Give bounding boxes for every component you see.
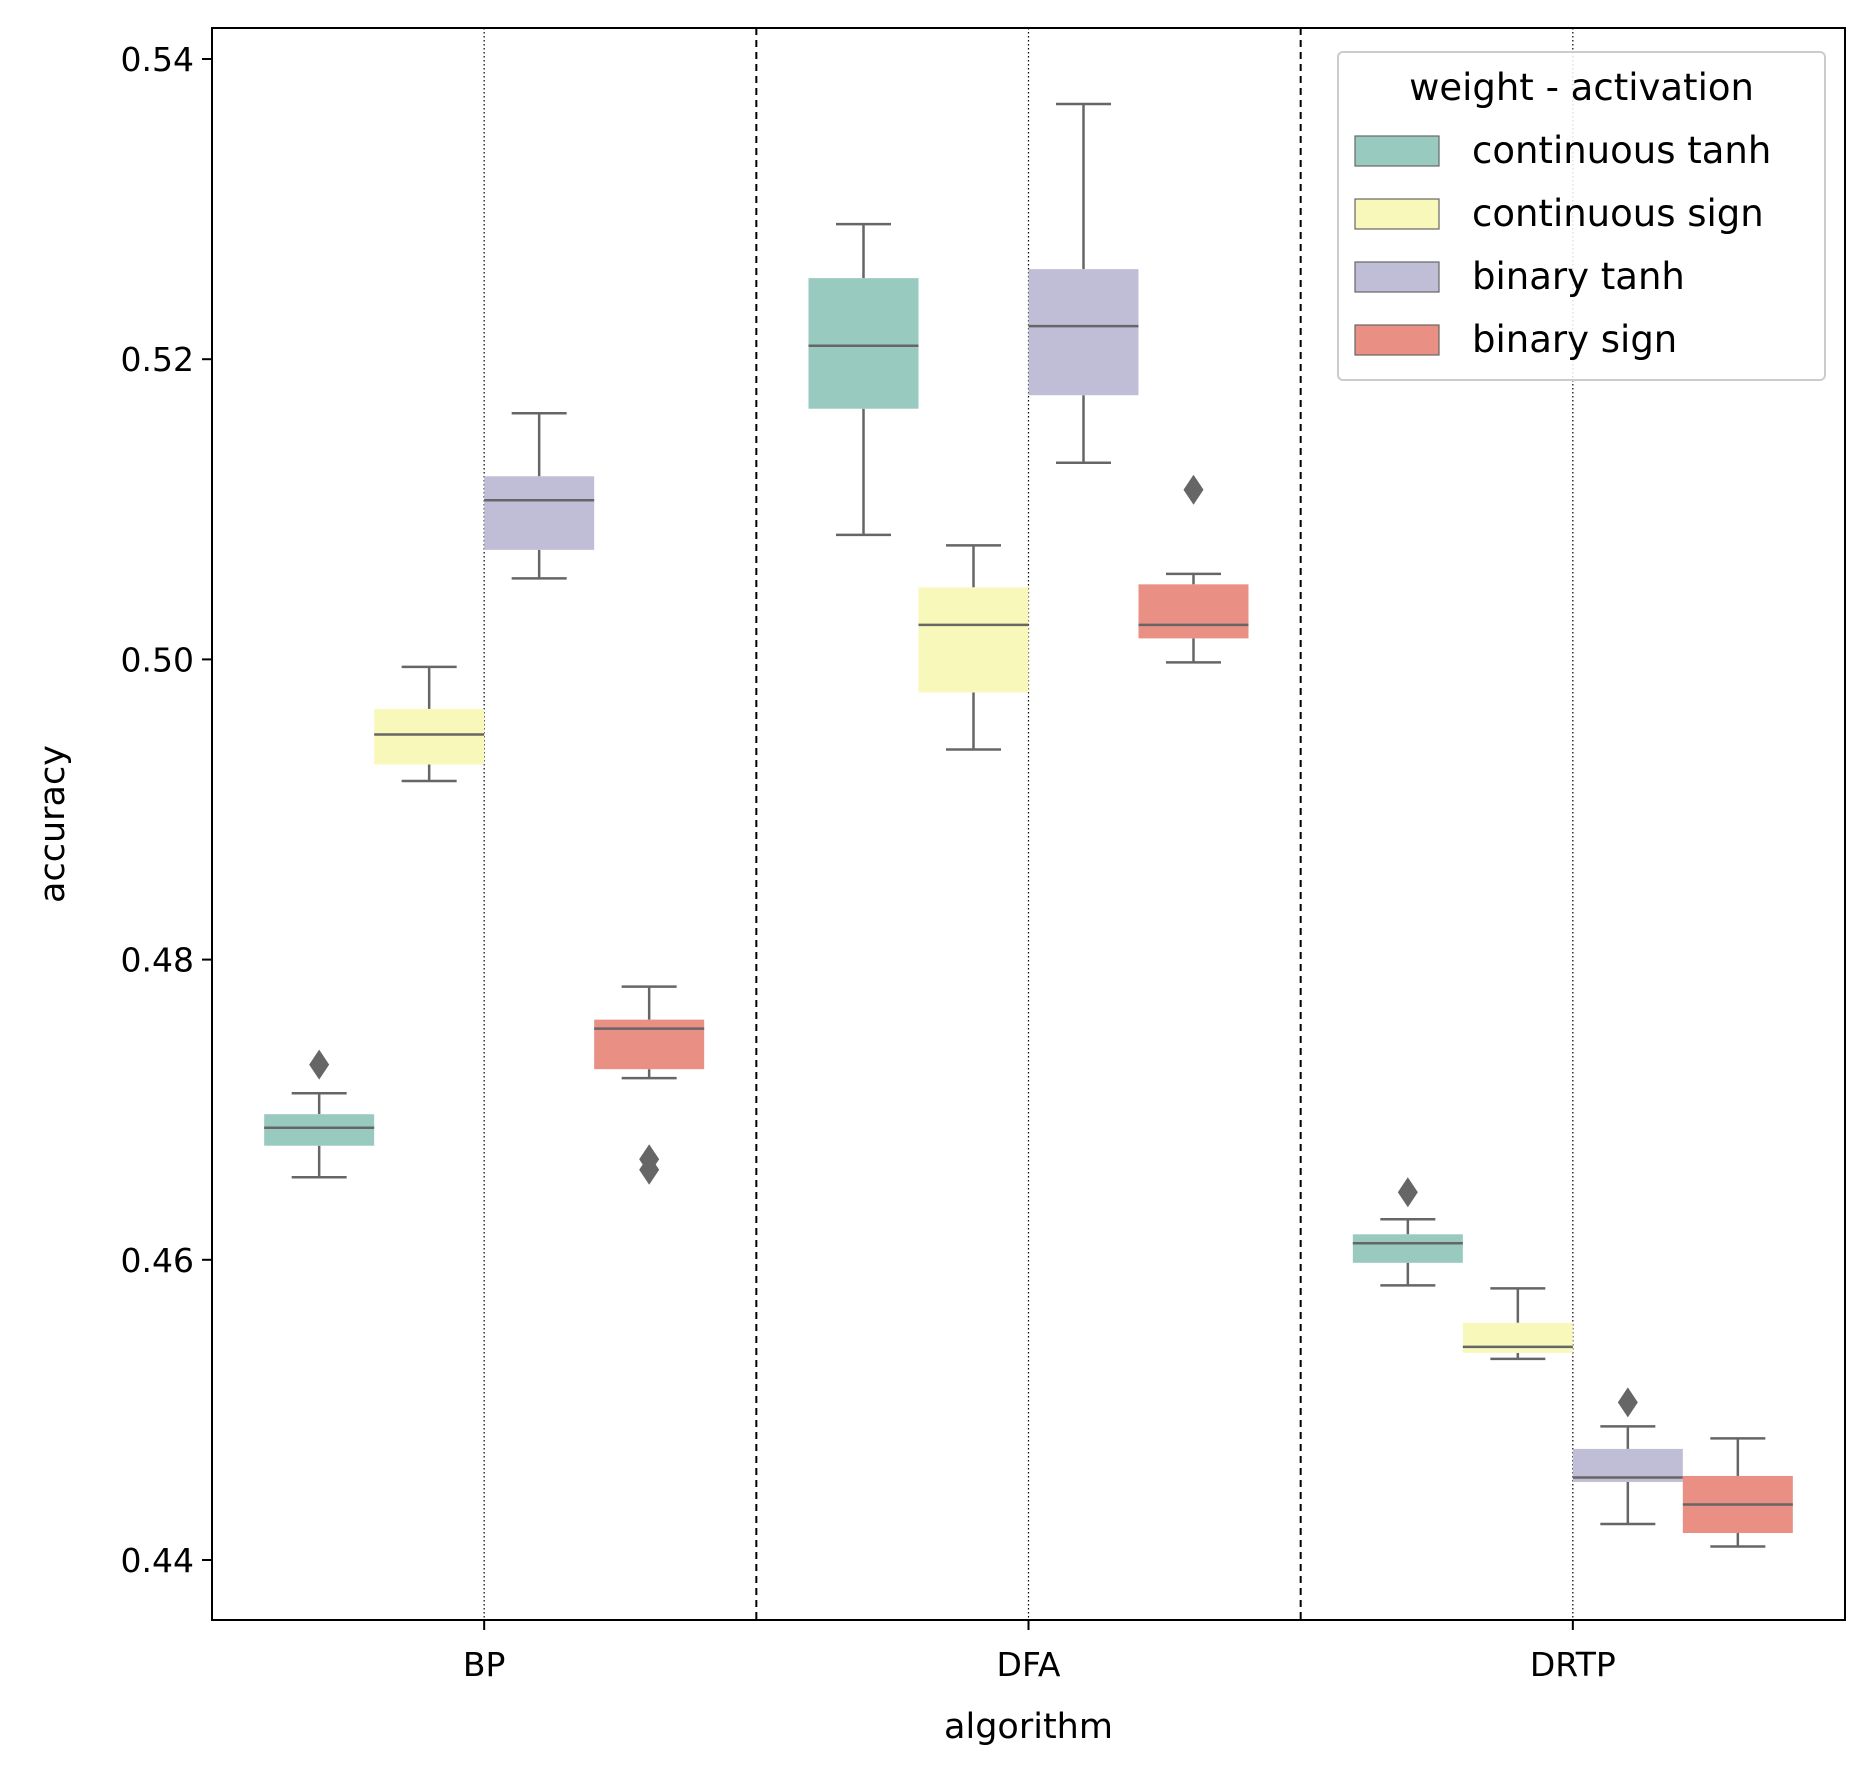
x-tick-label: BP [463,1645,506,1684]
box-drtp-binary-tanh [1572,1387,1683,1526]
y-tick-label: 0.48 [121,941,194,980]
outlier-marker [309,1049,330,1080]
y-tick-label: 0.44 [121,1541,194,1580]
outlier-marker [1397,1177,1418,1208]
y-axis: 0.44 0.46 0.48 0.50 0.52 0.54 [121,40,212,1580]
box-dfa-continuous-tanh [808,222,919,537]
outlier-marker [1183,474,1204,505]
legend-swatch [1354,135,1440,167]
box-bp-binary-sign [594,985,705,1185]
box-dfa-binary-sign [1138,474,1249,664]
y-tick-label: 0.54 [121,40,194,79]
box-body [808,278,919,409]
box-body [1352,1234,1463,1263]
legend-entry-label: binary sign [1472,318,1677,361]
legend-entry-label: binary tanh [1472,255,1685,298]
box-body [594,1019,705,1070]
outlier-marker [639,1154,660,1185]
box-body [484,476,595,550]
legend-title: weight - activation [1409,66,1754,109]
box-dfa-binary-tanh [1028,102,1139,465]
y-tick-label: 0.52 [121,340,194,379]
legend-entry-label: continuous sign [1472,192,1764,235]
legend: weight - activation continuous tanh contin… [1337,51,1826,381]
legend-swatch [1354,198,1440,230]
box-bp-binary-tanh [484,411,595,580]
box-bp-continuous-tanh [264,1049,375,1179]
legend-box [1337,51,1826,381]
box-body [264,1114,375,1146]
box-dfa-continuous-sign [918,544,1029,751]
box-body [1138,584,1249,639]
box-series [264,102,1793,1548]
plot-area-frame [211,27,1846,1621]
x-tick-label: DFA [997,1645,1061,1684]
y-tick-label: 0.46 [121,1241,194,1280]
box-body [1028,269,1139,396]
box-bp-continuous-sign [374,665,485,783]
legend-entry-label: continuous tanh [1472,129,1771,172]
box-body [918,587,1029,693]
legend-swatch [1354,324,1440,356]
x-axis: BP DFA DRTP [463,1620,1616,1684]
x-axis-label: algorithm [944,1707,1113,1747]
box-drtp-binary-sign [1682,1437,1793,1548]
box-drtp-continuous-tanh [1352,1177,1463,1287]
outlier-marker [1617,1387,1638,1418]
box-drtp-continuous-sign [1462,1287,1573,1361]
group-separators [755,28,1302,1620]
box-body [1462,1322,1573,1353]
y-axis-label: accuracy [33,745,73,903]
x-tick-label: DRTP [1530,1645,1616,1684]
y-tick-label: 0.50 [121,640,194,679]
legend-swatch [1354,261,1440,293]
box-body [374,708,485,765]
